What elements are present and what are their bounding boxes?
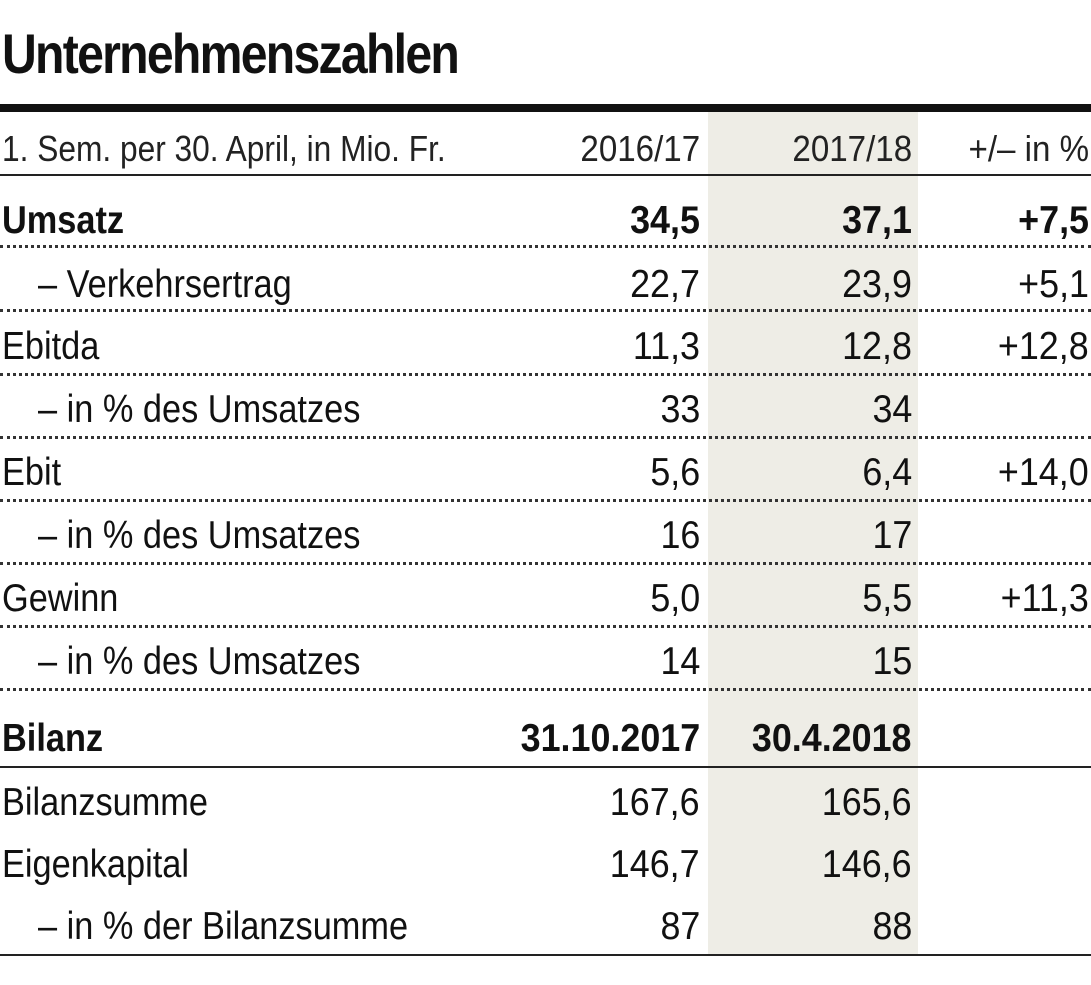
table-row: Gewinn 5,0 5,5 +11,3 bbox=[0, 568, 1091, 630]
table-row: Bilanzsumme 167,6 165,6 bbox=[0, 772, 1091, 834]
row-divider bbox=[0, 245, 1091, 248]
row-label: – in % des Umsatzes bbox=[38, 514, 361, 557]
value-2017-18: 6,4 bbox=[862, 451, 912, 494]
value-2016-17: 22,7 bbox=[630, 263, 700, 306]
table-row: – in % des Umsatzes 16 17 bbox=[0, 505, 1091, 567]
table-row: – in % der Bilanzsumme 87 88 bbox=[0, 896, 1091, 958]
header-col-change: +/– in % bbox=[968, 128, 1089, 169]
table-row: Umsatz 34,5 37,1 +7,5 bbox=[0, 190, 1091, 252]
value-date-1: 146,7 bbox=[610, 843, 700, 886]
bilanz-label: Bilanz bbox=[2, 717, 104, 760]
row-label: – in % des Umsatzes bbox=[38, 640, 361, 683]
table-row: Ebit 5,6 6,4 +14,0 bbox=[0, 442, 1091, 504]
row-label: Bilanzsumme bbox=[2, 781, 208, 824]
highlight-column bbox=[708, 112, 918, 955]
value-change: +12,8 bbox=[998, 325, 1089, 368]
row-label: Ebit bbox=[2, 451, 62, 494]
value-2017-18: 12,8 bbox=[842, 325, 912, 368]
row-label: Gewinn bbox=[2, 577, 119, 620]
table-row: – in % des Umsatzes 14 15 bbox=[0, 631, 1091, 693]
table-title: Unternehmenszahlen bbox=[2, 22, 460, 85]
value-change: +14,0 bbox=[998, 451, 1089, 494]
value-2017-18: 17 bbox=[872, 514, 912, 557]
value-change: +11,3 bbox=[1000, 577, 1089, 620]
value-2016-17: 11,3 bbox=[632, 325, 700, 368]
table-bottom-rule bbox=[0, 954, 1091, 956]
row-divider bbox=[0, 562, 1091, 565]
bilanz-header-row: Bilanz 31.10.2017 30.4.2018 bbox=[0, 708, 1091, 770]
row-divider bbox=[0, 436, 1091, 439]
value-2016-17: 16 bbox=[660, 514, 700, 557]
bilanz-date-2: 30.4.2018 bbox=[752, 717, 912, 760]
header-rule bbox=[0, 174, 1091, 176]
row-divider bbox=[0, 373, 1091, 376]
row-divider bbox=[0, 499, 1091, 502]
value-date-2: 165,6 bbox=[822, 781, 912, 824]
row-divider bbox=[0, 625, 1091, 628]
value-2017-18: 34 bbox=[872, 388, 912, 431]
row-label: – Verkehrsertrag bbox=[38, 263, 292, 306]
value-2017-18: 23,9 bbox=[842, 263, 912, 306]
value-2017-18: 37,1 bbox=[842, 199, 912, 242]
value-2016-17: 14 bbox=[660, 640, 700, 683]
title-rule bbox=[0, 104, 1091, 112]
table-row: Ebitda 11,3 12,8 +12,8 bbox=[0, 316, 1091, 378]
value-2017-18: 15 bbox=[872, 640, 912, 683]
value-date-1: 87 bbox=[660, 905, 700, 948]
row-label: Umsatz bbox=[2, 199, 125, 242]
value-date-2: 88 bbox=[872, 905, 912, 948]
value-2017-18: 5,5 bbox=[862, 577, 912, 620]
row-label: Eigenkapital bbox=[2, 843, 189, 886]
row-label: Ebitda bbox=[2, 325, 100, 368]
value-change: +5,1 bbox=[1018, 263, 1089, 306]
header-label: 1. Sem. per 30. April, in Mio. Fr. bbox=[2, 128, 446, 169]
value-date-2: 146,6 bbox=[822, 843, 912, 886]
value-date-1: 167,6 bbox=[610, 781, 700, 824]
bilanz-rule bbox=[0, 766, 1091, 768]
table-row: – Verkehrsertrag 22,7 23,9 +5,1 bbox=[0, 254, 1091, 316]
table-row: – in % des Umsatzes 33 34 bbox=[0, 379, 1091, 441]
value-change: +7,5 bbox=[1018, 199, 1089, 242]
value-2016-17: 34,5 bbox=[630, 199, 700, 242]
row-divider bbox=[0, 688, 1091, 691]
value-2016-17: 5,6 bbox=[650, 451, 700, 494]
table-row: Eigenkapital 146,7 146,6 bbox=[0, 834, 1091, 896]
header-row: 1. Sem. per 30. April, in Mio. Fr. 2016/… bbox=[0, 118, 1091, 180]
value-2016-17: 33 bbox=[660, 388, 700, 431]
row-divider bbox=[0, 309, 1091, 312]
header-col-2016-17: 2016/17 bbox=[580, 128, 700, 169]
bilanz-date-1: 31.10.2017 bbox=[520, 717, 700, 760]
row-label: – in % der Bilanzsumme bbox=[38, 905, 409, 948]
value-2016-17: 5,0 bbox=[650, 577, 700, 620]
row-label: – in % des Umsatzes bbox=[38, 388, 361, 431]
header-col-2017-18: 2017/18 bbox=[792, 128, 912, 169]
